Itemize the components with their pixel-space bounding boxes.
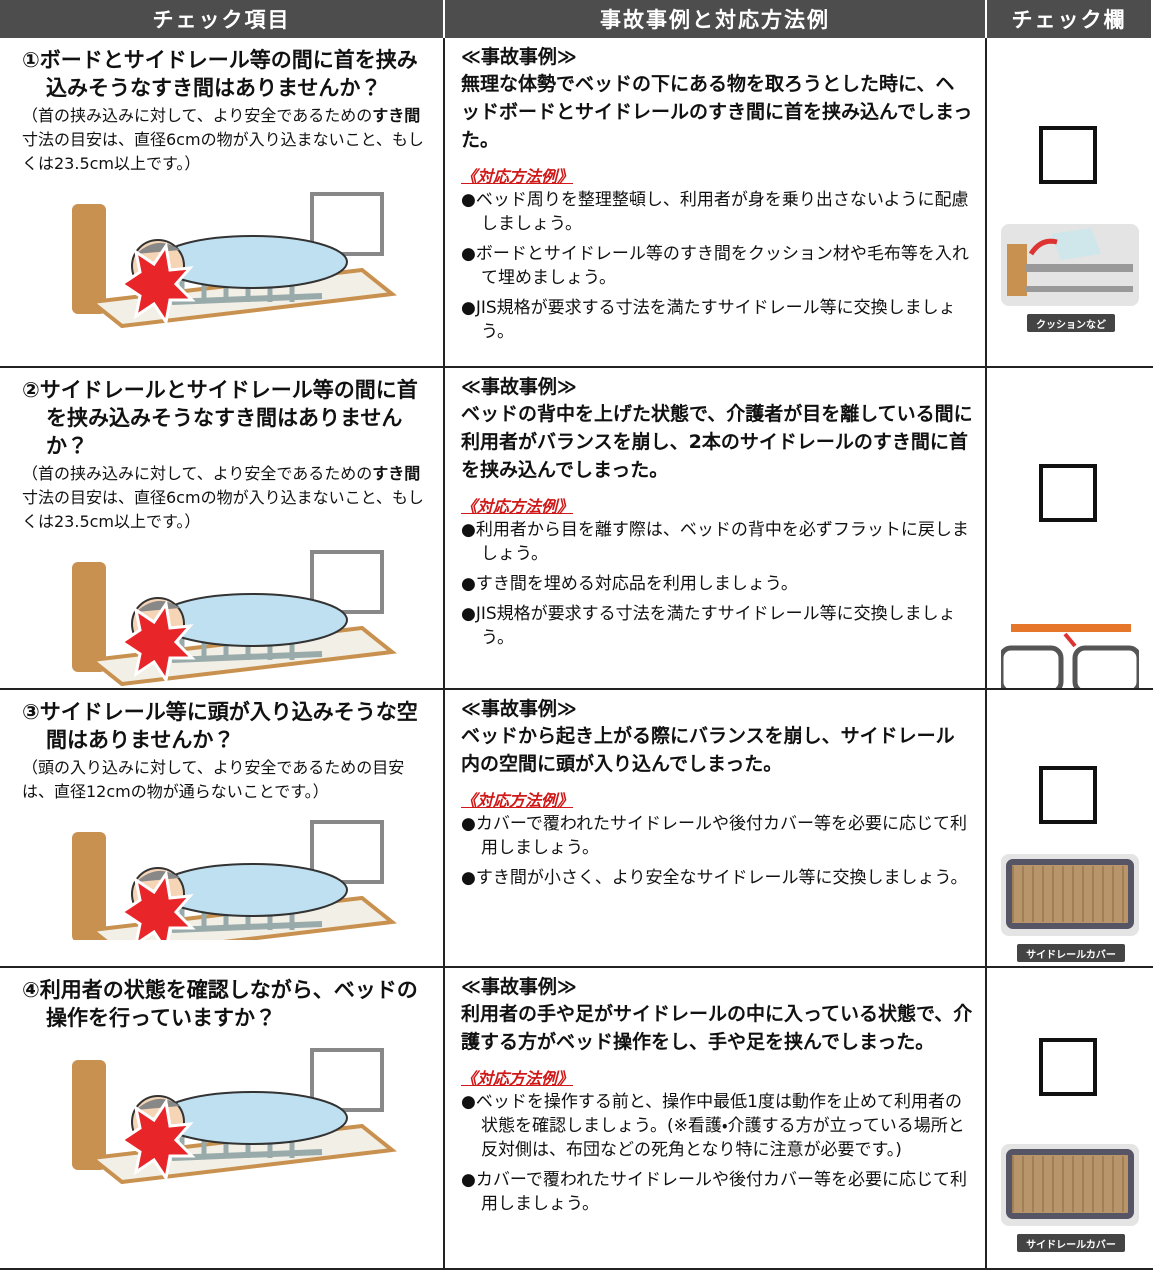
note: （頭の入り込みに対して、より安全であるための目安は、直径12cmの物が通らないこ… <box>22 756 433 804</box>
measure: ●すき間を埋める対応品を利用しましょう。 <box>461 574 798 594</box>
check-cell: クッションなど <box>987 38 1153 368</box>
note-text: （頭の入り込みに対して、より安全であるための目安は、直径12cmの物が通らないこ… <box>22 758 405 801</box>
measure: ●ベッドを操作する前と、操作中最低1度は動作を止めて利用者の状態を確認しましょう… <box>461 1092 965 1160</box>
measure: ●JIS規格が要求する寸法を満たすサイドレール等に交換しましょう。 <box>461 604 956 648</box>
photo-art <box>998 620 1142 688</box>
note-text: （首の挟み込みに対して、より安全であるための <box>22 464 373 483</box>
case-cell: ≪事故事例≫ 利用者の手や足がサイドレールの中に入っている状態で、介護する方がベッ… <box>445 968 987 1270</box>
photo <box>998 620 1142 688</box>
measure: ●カバーで覆われたサイドレールや後付カバー等を必要に応じて利用しましょう。 <box>461 1170 967 1214</box>
illustration <box>72 820 397 940</box>
question: ②サイドレールとサイドレール等の間に首を挟み込みそうなすき間はありませんか？ <box>22 378 418 458</box>
column-header: 事故事例と対応方法例 <box>445 0 987 38</box>
note-text: 寸法の目安は、直径6cmの物が入り込まないこと、もしくは23.5cm以上です。） <box>22 488 424 531</box>
note: （首の挟み込みに対して、より安全であるためのすき間寸法の目安は、直径6cmの物が… <box>22 462 433 534</box>
case-cell: ≪事故事例≫ 無理な体勢でベッドの下にある物を取ろうとした時に、ヘッドボードとサイ… <box>445 38 987 368</box>
illustration <box>72 192 397 329</box>
measures-heading: 《対応方法例》 <box>461 167 574 186</box>
check-cell: サイドレールカバー <box>987 968 1153 1270</box>
check-cell: スペーサー <box>987 368 1153 690</box>
illustration <box>72 1048 397 1185</box>
measure: ●カバーで覆われたサイドレールや後付カバー等を必要に応じて利用しましょう。 <box>461 814 967 858</box>
case-cell: ≪事故事例≫ ベッドから起き上がる際にバランスを崩し、サイドレール内の空間に頭が入… <box>445 690 987 968</box>
measure: ●JIS規格が要求する寸法を満たすサイドレール等に交換しましょう。 <box>461 298 956 342</box>
check-item-cell: ②サイドレールとサイドレール等の間に首を挟み込みそうなすき間はありませんか？ （首… <box>0 368 445 690</box>
checkbox[interactable] <box>1039 766 1097 824</box>
note-text: すき間 <box>372 106 421 125</box>
column-header: チェック項目 <box>0 0 445 38</box>
photo <box>1001 1144 1139 1226</box>
illustration <box>72 550 397 687</box>
check-item-cell: ①ボードとサイドレール等の間に首を挟み込みそうなすき間はありませんか？ （首の挟み… <box>0 38 445 368</box>
question: ③サイドレール等に頭が入り込みそうな空間はありませんか？ <box>22 700 418 752</box>
case-cell: ≪事故事例≫ ベッドの背中を上げた状態で、介護者が目を離している間に利用者がバラン… <box>445 368 987 690</box>
checkbox[interactable] <box>1039 1038 1097 1096</box>
case-heading: ≪事故事例≫ <box>461 46 577 68</box>
checkbox[interactable] <box>1039 464 1097 522</box>
measures-heading: 《対応方法例》 <box>461 1069 574 1088</box>
photo <box>1001 224 1139 306</box>
question: ①ボードとサイドレール等の間に首を挟み込みそうなすき間はありませんか？ <box>22 48 418 100</box>
photo <box>1001 854 1139 936</box>
check-item-cell: ③サイドレール等に頭が入り込みそうな空間はありませんか？ （頭の入り込みに対して、… <box>0 690 445 968</box>
measure: ●ベッド周りを整理整頓し、利用者が身を乗り出さないように配慮しましょう。 <box>461 190 969 234</box>
case-text: 無理な体勢でベッドの下にある物を取ろうとした時に、ヘッドボードとサイドレールのす… <box>461 73 973 151</box>
photo-label: クッションなど <box>1027 314 1115 332</box>
case-text: ベッドから起き上がる際にバランスを崩し、サイドレール内の空間に頭が入り込んでしま… <box>461 725 955 775</box>
case-heading: ≪事故事例≫ <box>461 376 577 398</box>
case-text: 利用者の手や足がサイドレールの中に入っている状態で、介護する方がベッド操作をし、… <box>461 1003 973 1053</box>
check-item-cell: ④利用者の状態を確認しながら、ベッドの操作を行っていますか？ <box>0 968 445 1270</box>
photo-art <box>1006 859 1134 929</box>
check-cell: サイドレールカバー <box>987 690 1153 968</box>
measures-heading: 《対応方法例》 <box>461 791 574 810</box>
case-text: ベッドの背中を上げた状態で、介護者が目を離している間に利用者がバランスを崩し、2… <box>461 403 973 481</box>
question: ④利用者の状態を確認しながら、ベッドの操作を行っていますか？ <box>22 978 418 1030</box>
note: （首の挟み込みに対して、より安全であるためのすき間寸法の目安は、直径6cmの物が… <box>22 104 433 176</box>
measure: ●すき間が小さく、より安全なサイドレール等に交換しましょう。 <box>461 868 968 888</box>
photo-label: サイドレールカバー <box>1017 944 1125 962</box>
note-text: すき間 <box>372 464 421 483</box>
checkbox[interactable] <box>1039 126 1097 184</box>
photo-art <box>1007 228 1133 296</box>
note-text: （首の挟み込みに対して、より安全であるための <box>22 106 373 125</box>
measure: ●利用者から目を離す際は、ベッドの背中を必ずフラットに戻しましょう。 <box>461 520 969 564</box>
measures-heading: 《対応方法例》 <box>461 497 574 516</box>
measure: ●ボードとサイドレール等のすき間をクッション材や毛布等を入れて埋めましょう。 <box>461 244 969 288</box>
note-text: 寸法の目安は、直径6cmの物が入り込まないこと、もしくは23.5cm以上です。） <box>22 130 424 173</box>
photo-art <box>1006 1149 1134 1219</box>
photo-label: サイドレールカバー <box>1017 1234 1125 1252</box>
case-heading: ≪事故事例≫ <box>461 976 577 998</box>
column-header: チェック欄 <box>987 0 1153 38</box>
case-heading: ≪事故事例≫ <box>461 698 577 720</box>
